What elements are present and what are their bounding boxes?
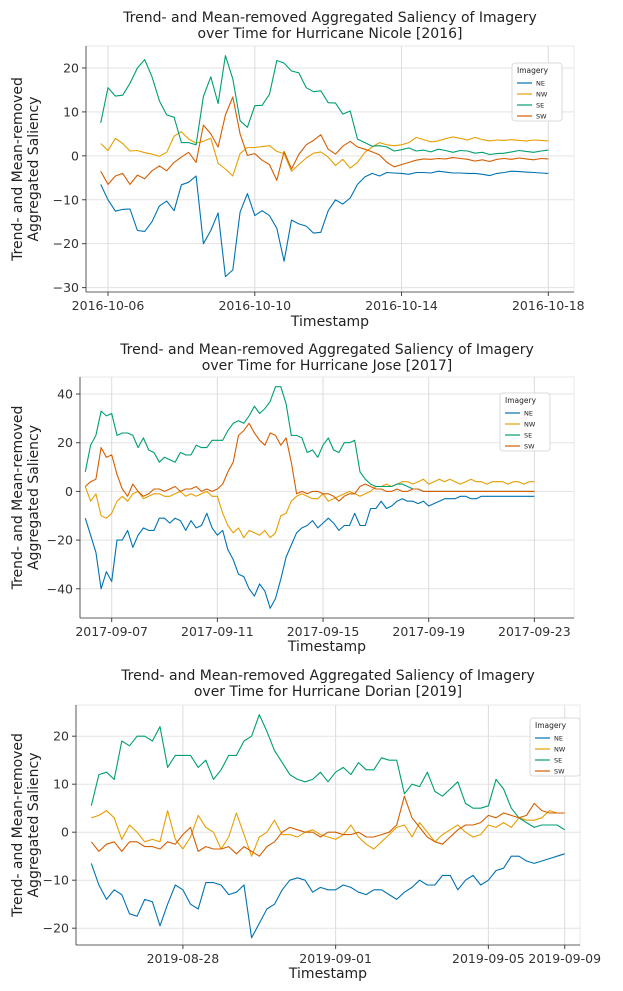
x-tick-label: 2019-09-01 xyxy=(299,951,372,966)
chart-title: over Time for Hurricane Nicole [2016] xyxy=(198,26,463,42)
legend-label-nw: NW xyxy=(524,421,536,429)
x-tick-label: 2017-09-07 xyxy=(75,624,148,639)
y-axis-label: Trend- and Mean-removed xyxy=(10,77,26,262)
y-axis-label: Aggregated Saliency xyxy=(26,752,42,897)
series-line-nw xyxy=(84,478,535,539)
legend: Imagery NE NW SE SW xyxy=(499,392,551,452)
x-tick-label: 2016-10-14 xyxy=(365,298,438,313)
y-tick-label: −20 xyxy=(43,921,69,936)
y-tick-label: −20 xyxy=(53,236,79,251)
series-line-sw xyxy=(90,795,565,857)
legend-label-se: SE xyxy=(536,102,544,110)
series-line-nw xyxy=(91,810,565,857)
x-tick-label: 2017-09-11 xyxy=(181,624,254,639)
y-axis-label: Aggregated Saliency xyxy=(26,96,42,241)
y-tick-label: 10 xyxy=(53,777,69,792)
x-tick-label: 2019-09-05 xyxy=(452,951,525,966)
legend: Imagery NE NW SE SW xyxy=(529,717,581,777)
series-line-se xyxy=(100,55,549,156)
y-tick-label: −20 xyxy=(47,533,73,548)
legend-box xyxy=(499,392,551,452)
x-tick-label: 2016-10-06 xyxy=(72,298,145,313)
legend-label-ne: NE xyxy=(554,735,563,743)
y-tick-label: −10 xyxy=(43,873,69,888)
y-tick-label: 20 xyxy=(57,435,73,450)
chart-title: over Time for Hurricane Dorian [2019] xyxy=(194,684,462,700)
x-axis-label: Timestamp xyxy=(288,966,367,982)
series-line-sw xyxy=(84,422,535,502)
y-axis-label: Trend- and Mean-removed xyxy=(10,406,26,591)
y-axis-label: Aggregated Saliency xyxy=(26,425,42,570)
series-line-sw xyxy=(100,96,549,185)
y-tick-label: −30 xyxy=(53,280,79,295)
legend-title: Imagery xyxy=(535,721,567,730)
legend-title: Imagery xyxy=(505,396,537,405)
x-tick-label: 2017-09-19 xyxy=(392,624,465,639)
y-tick-label: 0 xyxy=(71,148,79,163)
series-line-ne xyxy=(100,170,549,278)
y-tick-label: 20 xyxy=(53,729,69,744)
chart-2: −40 −20 0 20 40 2017-09-07 2017-09-11 2017-09-1… xyxy=(10,342,575,655)
x-tick-label: 2016-10-10 xyxy=(218,298,291,313)
y-tick-label: 10 xyxy=(63,104,79,119)
x-axis-label: Timestamp xyxy=(287,639,366,655)
legend-label-sw: SW xyxy=(536,113,547,121)
legend-label-se: SE xyxy=(554,757,562,765)
chart-3: −20 −10 0 10 20 2019-08-28 2019-09-01 2019-09-0… xyxy=(10,668,601,982)
legend-label-se: SE xyxy=(524,432,532,440)
y-tick-label: 0 xyxy=(61,825,69,840)
y-tick-label: −40 xyxy=(47,581,73,596)
plot-area xyxy=(79,376,575,619)
x-tick-label: 2017-09-23 xyxy=(498,624,571,639)
x-tick-label: 2019-08-28 xyxy=(147,951,220,966)
legend-label-nw: NW xyxy=(554,746,566,754)
chart-title: Trend- and Mean-removed Aggregated Salie… xyxy=(119,342,534,358)
legend: Imagery NE NW SE SW xyxy=(511,62,563,122)
y-axis-label: Trend- and Mean-removed xyxy=(10,733,26,918)
legend-label-sw: SW xyxy=(524,443,535,451)
y-tick-label: 20 xyxy=(63,60,79,75)
legend-label-sw: SW xyxy=(554,768,565,776)
x-tick-label: 2016-10-18 xyxy=(512,298,585,313)
chart-title: Trend- and Mean-removed Aggregated Salie… xyxy=(120,668,535,684)
y-tick-label: 40 xyxy=(57,387,73,402)
plot-area xyxy=(85,45,575,293)
x-axis-label: Timestamp xyxy=(290,314,369,330)
chart-1: −30 −20 −10 0 10 20 2016-10-06 2016-10-10 2016-1… xyxy=(10,10,585,330)
legend-label-nw: NW xyxy=(536,91,548,99)
legend-label-ne: NE xyxy=(524,410,533,418)
y-tick-label: −10 xyxy=(53,192,79,207)
legend-box xyxy=(511,62,563,122)
series-line-ne xyxy=(90,853,565,939)
y-tick-label: 0 xyxy=(65,484,73,499)
chart-title: over Time for Hurricane Jose [2017] xyxy=(202,358,452,374)
series-line-ne xyxy=(84,495,535,609)
chart-title: Trend- and Mean-removed Aggregated Salie… xyxy=(122,10,537,26)
legend-title: Imagery xyxy=(517,66,549,75)
x-tick-label: 2017-09-15 xyxy=(287,624,360,639)
series-line-se xyxy=(90,714,565,831)
x-tick-label: 2019-09-09 xyxy=(528,951,601,966)
series-line-nw xyxy=(100,131,549,177)
legend-box xyxy=(529,717,581,777)
legend-label-ne: NE xyxy=(536,80,545,88)
